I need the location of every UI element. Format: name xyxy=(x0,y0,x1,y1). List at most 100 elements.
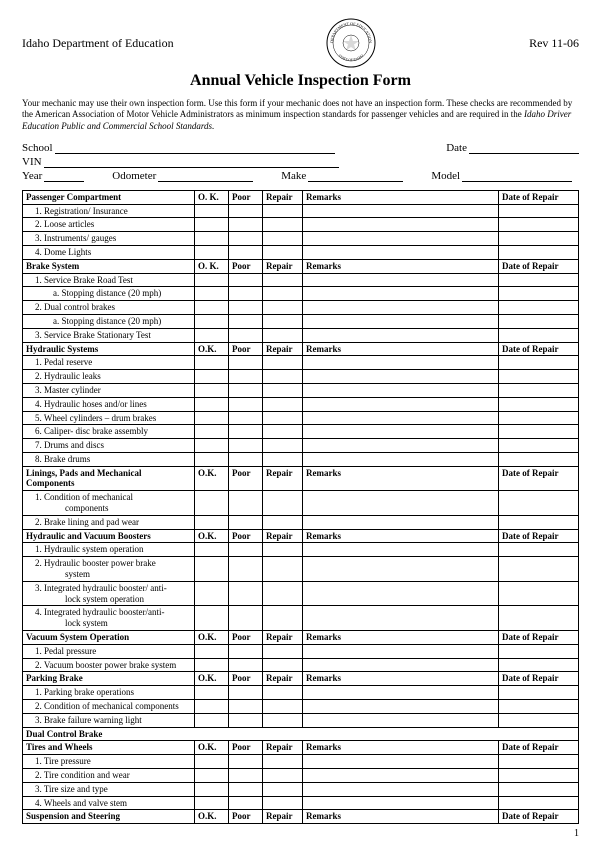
poor-cell[interactable] xyxy=(229,686,263,700)
date-cell[interactable] xyxy=(499,515,579,529)
date-line[interactable] xyxy=(469,142,579,154)
repair-cell[interactable] xyxy=(263,658,303,672)
remarks-cell[interactable] xyxy=(303,713,499,727)
date-cell[interactable] xyxy=(499,370,579,384)
ok-cell[interactable] xyxy=(195,515,229,529)
date-cell[interactable] xyxy=(499,287,579,301)
repair-cell[interactable] xyxy=(263,782,303,796)
repair-cell[interactable] xyxy=(263,713,303,727)
ok-cell[interactable] xyxy=(195,796,229,810)
poor-cell[interactable] xyxy=(229,796,263,810)
remarks-cell[interactable] xyxy=(303,287,499,301)
ok-cell[interactable] xyxy=(195,581,229,606)
date-cell[interactable] xyxy=(499,439,579,453)
remarks-cell[interactable] xyxy=(303,686,499,700)
remarks-cell[interactable] xyxy=(303,755,499,769)
ok-cell[interactable] xyxy=(195,370,229,384)
ok-cell[interactable] xyxy=(195,543,229,557)
repair-cell[interactable] xyxy=(263,425,303,439)
repair-cell[interactable] xyxy=(263,557,303,582)
ok-cell[interactable] xyxy=(195,644,229,658)
date-cell[interactable] xyxy=(499,769,579,783)
repair-cell[interactable] xyxy=(263,439,303,453)
repair-cell[interactable] xyxy=(263,686,303,700)
repair-cell[interactable] xyxy=(263,273,303,287)
date-cell[interactable] xyxy=(499,232,579,246)
date-cell[interactable] xyxy=(499,713,579,727)
date-cell[interactable] xyxy=(499,273,579,287)
date-cell[interactable] xyxy=(499,425,579,439)
poor-cell[interactable] xyxy=(229,356,263,370)
remarks-cell[interactable] xyxy=(303,796,499,810)
date-cell[interactable] xyxy=(499,557,579,582)
poor-cell[interactable] xyxy=(229,314,263,328)
ok-cell[interactable] xyxy=(195,356,229,370)
ok-cell[interactable] xyxy=(195,606,229,631)
poor-cell[interactable] xyxy=(229,273,263,287)
ok-cell[interactable] xyxy=(195,658,229,672)
date-cell[interactable] xyxy=(499,218,579,232)
remarks-cell[interactable] xyxy=(303,411,499,425)
repair-cell[interactable] xyxy=(263,356,303,370)
remarks-cell[interactable] xyxy=(303,658,499,672)
repair-cell[interactable] xyxy=(263,644,303,658)
date-cell[interactable] xyxy=(499,245,579,259)
poor-cell[interactable] xyxy=(229,543,263,557)
date-cell[interactable] xyxy=(499,755,579,769)
ok-cell[interactable] xyxy=(195,411,229,425)
ok-cell[interactable] xyxy=(195,301,229,315)
date-cell[interactable] xyxy=(499,543,579,557)
ok-cell[interactable] xyxy=(195,452,229,466)
remarks-cell[interactable] xyxy=(303,644,499,658)
date-cell[interactable] xyxy=(499,644,579,658)
ok-cell[interactable] xyxy=(195,491,229,516)
date-cell[interactable] xyxy=(499,301,579,315)
date-cell[interactable] xyxy=(499,782,579,796)
poor-cell[interactable] xyxy=(229,700,263,714)
date-cell[interactable] xyxy=(499,658,579,672)
ok-cell[interactable] xyxy=(195,439,229,453)
repair-cell[interactable] xyxy=(263,370,303,384)
date-cell[interactable] xyxy=(499,314,579,328)
repair-cell[interactable] xyxy=(263,515,303,529)
repair-cell[interactable] xyxy=(263,301,303,315)
odometer-line[interactable] xyxy=(158,170,253,182)
date-cell[interactable] xyxy=(499,204,579,218)
date-cell[interactable] xyxy=(499,452,579,466)
repair-cell[interactable] xyxy=(263,491,303,516)
remarks-cell[interactable] xyxy=(303,557,499,582)
poor-cell[interactable] xyxy=(229,769,263,783)
poor-cell[interactable] xyxy=(229,232,263,246)
ok-cell[interactable] xyxy=(195,273,229,287)
repair-cell[interactable] xyxy=(263,755,303,769)
remarks-cell[interactable] xyxy=(303,515,499,529)
ok-cell[interactable] xyxy=(195,769,229,783)
ok-cell[interactable] xyxy=(195,383,229,397)
poor-cell[interactable] xyxy=(229,439,263,453)
poor-cell[interactable] xyxy=(229,328,263,342)
school-line[interactable] xyxy=(55,142,335,154)
repair-cell[interactable] xyxy=(263,411,303,425)
repair-cell[interactable] xyxy=(263,452,303,466)
date-cell[interactable] xyxy=(499,356,579,370)
remarks-cell[interactable] xyxy=(303,769,499,783)
ok-cell[interactable] xyxy=(195,204,229,218)
ok-cell[interactable] xyxy=(195,700,229,714)
poor-cell[interactable] xyxy=(229,606,263,631)
remarks-cell[interactable] xyxy=(303,700,499,714)
remarks-cell[interactable] xyxy=(303,356,499,370)
model-line[interactable] xyxy=(462,170,572,182)
repair-cell[interactable] xyxy=(263,769,303,783)
date-cell[interactable] xyxy=(499,397,579,411)
poor-cell[interactable] xyxy=(229,452,263,466)
remarks-cell[interactable] xyxy=(303,439,499,453)
poor-cell[interactable] xyxy=(229,370,263,384)
poor-cell[interactable] xyxy=(229,397,263,411)
remarks-cell[interactable] xyxy=(303,370,499,384)
remarks-cell[interactable] xyxy=(303,328,499,342)
make-line[interactable] xyxy=(308,170,403,182)
ok-cell[interactable] xyxy=(195,686,229,700)
poor-cell[interactable] xyxy=(229,755,263,769)
remarks-cell[interactable] xyxy=(303,301,499,315)
date-cell[interactable] xyxy=(499,383,579,397)
